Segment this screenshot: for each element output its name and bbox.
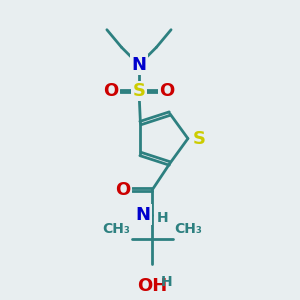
Text: OH: OH xyxy=(137,277,167,295)
Text: H: H xyxy=(161,275,173,289)
Text: N: N xyxy=(131,56,146,74)
Text: N: N xyxy=(136,206,151,224)
Text: O: O xyxy=(103,82,118,100)
Text: CH₃: CH₃ xyxy=(174,223,202,236)
Text: S: S xyxy=(192,130,205,148)
Text: O: O xyxy=(159,82,175,100)
Text: H: H xyxy=(157,211,168,225)
Text: S: S xyxy=(133,82,146,100)
Text: CH₃: CH₃ xyxy=(103,223,130,236)
Text: O: O xyxy=(115,181,130,199)
